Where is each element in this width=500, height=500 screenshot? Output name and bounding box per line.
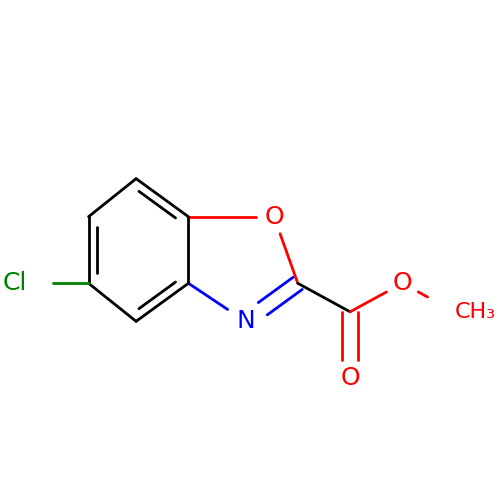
- Text: CH₃: CH₃: [454, 302, 496, 322]
- Text: N: N: [236, 310, 255, 334]
- Text: O: O: [392, 272, 412, 295]
- Text: O: O: [264, 204, 284, 229]
- Text: Cl: Cl: [2, 272, 26, 295]
- Text: O: O: [340, 366, 360, 390]
